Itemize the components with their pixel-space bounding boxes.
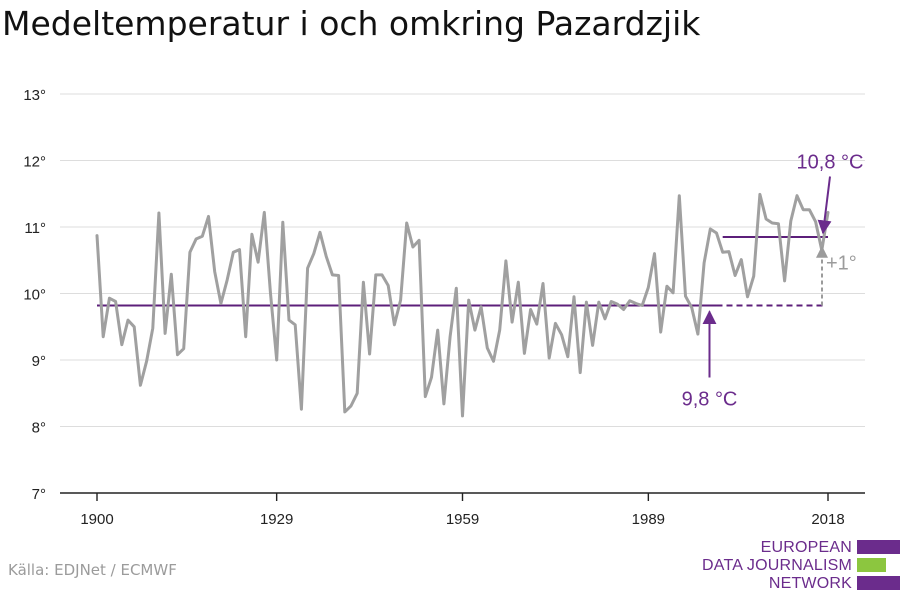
logo-line-1: EUROPEAN <box>760 539 852 556</box>
x-tick-label-1959: 1959 <box>446 511 479 528</box>
y-tick-label-11: 11° <box>24 220 46 237</box>
axes: 7° 8° 9° 10° 11° 12° 13° 1900 1929 1959 1989 2018 <box>23 87 865 528</box>
label-10-8: 10,8 °C <box>797 152 864 174</box>
x-tick-label-1989: 1989 <box>632 511 665 528</box>
logo-bar-green <box>857 558 886 572</box>
x-tick-label-2018: 2018 <box>811 511 844 528</box>
source-note: Källa: EDJNet / ECMWF <box>8 561 177 579</box>
gridlines <box>60 93 865 427</box>
y-tick-label-12: 12° <box>23 154 46 171</box>
series-line-1 <box>95 192 830 418</box>
logo-line-3: NETWORK <box>768 575 852 592</box>
x-tick-label-1929: 1929 <box>260 511 293 528</box>
reference-lines <box>97 235 828 307</box>
temperature-series <box>95 192 830 418</box>
logo-line-2: DATA JOURNALISM <box>702 557 852 574</box>
label-9-8: 9,8 °C <box>682 388 738 410</box>
x-tick-label-1900: 1900 <box>80 511 113 528</box>
y-tick-label-7: 7° <box>32 486 46 503</box>
edjnet-logo: EUROPEAN DATA JOURNALISM NETWORK <box>700 537 900 597</box>
chart-title: Medeltemperatur i och omkring Pazardzjik <box>2 4 701 43</box>
logo-bar-purple-bottom <box>857 576 900 590</box>
difference-label: +1° <box>826 253 857 275</box>
arrow-10-8 <box>817 176 832 235</box>
logo-bar-purple-top <box>857 540 900 554</box>
y-tick-label-10: 10° <box>23 287 46 304</box>
annotations: +1° 9,8 °C 10,8 °C <box>682 152 864 411</box>
y-tick-label-9: 9° <box>32 353 46 370</box>
y-tick-label-13: 13° <box>23 87 46 104</box>
y-tick-label-8: 8° <box>32 420 46 437</box>
